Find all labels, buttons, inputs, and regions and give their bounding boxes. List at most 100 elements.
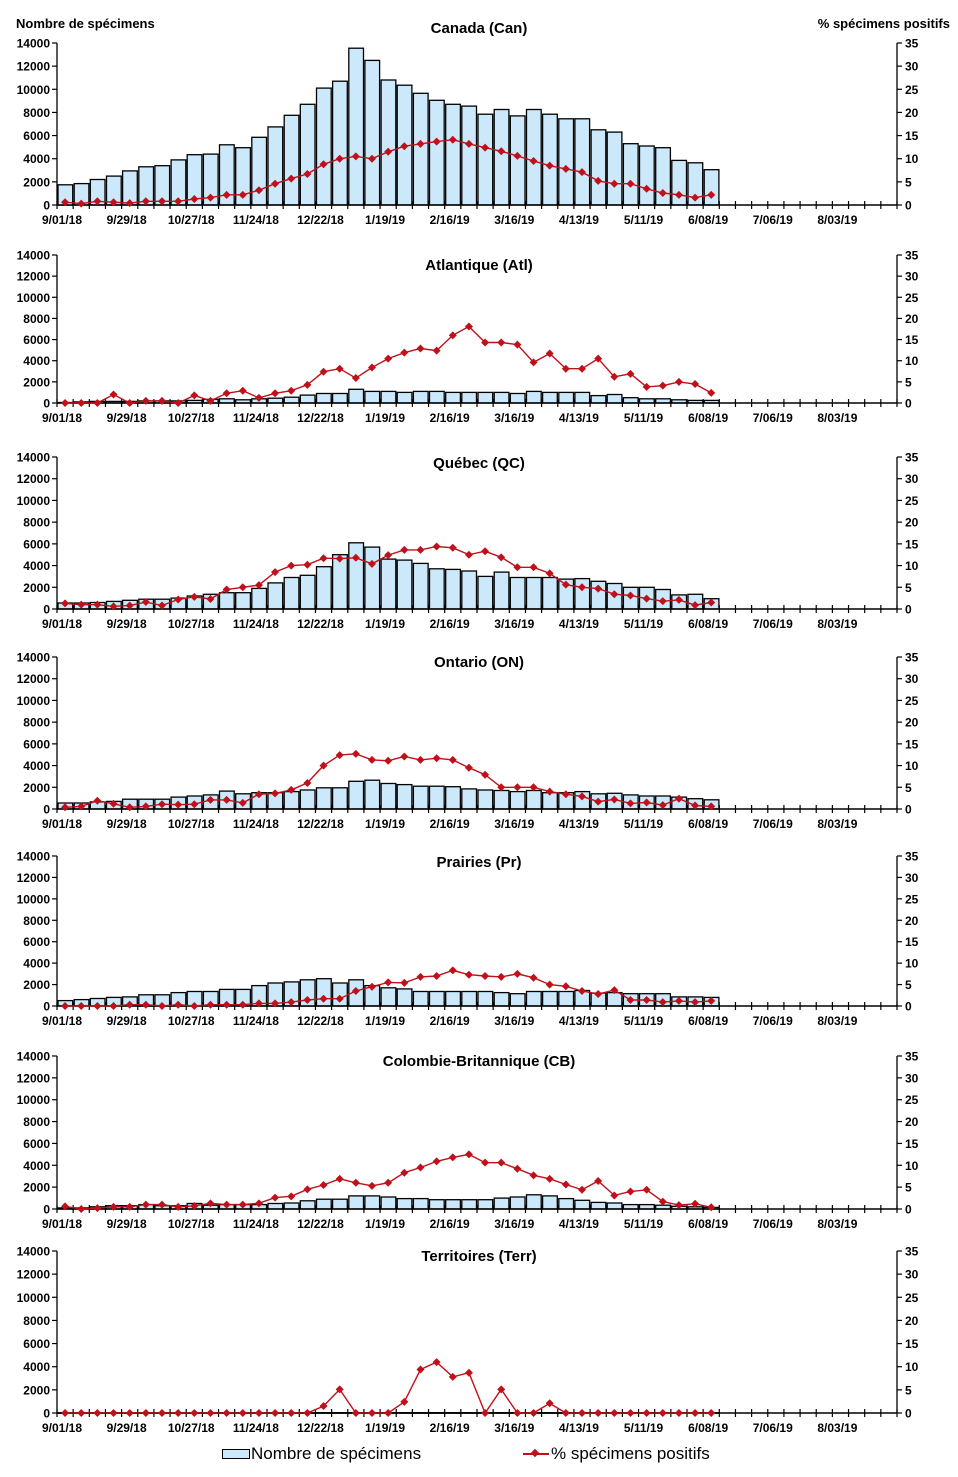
line-point xyxy=(658,801,667,810)
y-right-tick-label: 30 xyxy=(905,672,919,686)
x-tick-label: 9/01/18 xyxy=(42,1014,82,1028)
x-tick-label: 9/01/18 xyxy=(42,213,82,227)
line-point xyxy=(158,800,166,809)
x-tick-label: 3/16/19 xyxy=(494,1421,534,1435)
bar xyxy=(380,1196,397,1210)
line-point xyxy=(125,601,134,610)
y-right-tick-label: 25 xyxy=(905,892,919,906)
line-point xyxy=(513,340,522,349)
line-point xyxy=(642,184,651,193)
line-point xyxy=(545,1399,554,1408)
line-point xyxy=(125,1409,134,1417)
line-point xyxy=(319,761,328,770)
bar xyxy=(428,568,445,610)
line-point xyxy=(109,390,118,399)
y-left-tick-label: 14000 xyxy=(17,451,51,465)
line-point xyxy=(254,1199,263,1208)
bar xyxy=(283,790,300,810)
bar xyxy=(477,789,494,810)
y-left-tick-label: 10000 xyxy=(17,892,51,906)
line-point xyxy=(432,1157,441,1166)
x-tick-label: 11/24/18 xyxy=(233,1217,279,1231)
y-left-tick-label: 6000 xyxy=(23,333,50,347)
line-point xyxy=(513,563,522,572)
line-point xyxy=(335,1174,344,1183)
line-point xyxy=(529,973,538,982)
line-point xyxy=(61,1409,70,1417)
x-tick-label: 9/29/18 xyxy=(107,1217,147,1231)
chart-title: Québec (QC) xyxy=(433,455,525,472)
y-left-tick-label: 0 xyxy=(43,603,50,617)
bar xyxy=(590,129,607,206)
bar xyxy=(525,990,542,1007)
x-tick-label: 9/01/18 xyxy=(42,1217,82,1231)
line-point xyxy=(400,978,409,987)
bar xyxy=(445,786,462,810)
line-point xyxy=(351,374,360,383)
bar xyxy=(283,114,300,206)
bar xyxy=(380,558,397,610)
y-left-tick-label: 0 xyxy=(43,803,50,817)
line-point xyxy=(658,1197,667,1206)
line-point xyxy=(432,972,441,980)
line-point xyxy=(578,168,586,177)
y-right-tick-label: 5 xyxy=(905,581,912,595)
line-point xyxy=(61,399,70,407)
bar xyxy=(606,991,623,1007)
bar xyxy=(348,1195,365,1210)
line-point xyxy=(335,1385,344,1394)
line-point xyxy=(707,598,716,607)
bar xyxy=(525,390,542,404)
bar xyxy=(606,393,623,404)
line-point xyxy=(174,800,183,809)
line-point xyxy=(448,1153,457,1162)
line-point xyxy=(141,1409,150,1417)
x-tick-label: 10/27/18 xyxy=(168,817,215,831)
y-left-tick-label: 6000 xyxy=(23,935,50,949)
line-point xyxy=(529,1409,538,1417)
line-point xyxy=(561,580,570,589)
x-tick-label: 6/08/19 xyxy=(688,817,728,831)
y-left-tick-label: 8000 xyxy=(23,716,50,730)
y-left-tick-label: 4000 xyxy=(23,559,50,573)
line-point xyxy=(287,785,296,794)
line-point xyxy=(561,982,570,991)
line-point xyxy=(578,792,586,801)
bar xyxy=(283,396,300,404)
y-right-tick-label: 35 xyxy=(905,1245,919,1259)
bar xyxy=(541,990,558,1007)
line-point xyxy=(303,996,312,1004)
bar xyxy=(267,1202,284,1210)
line-point xyxy=(254,999,263,1008)
x-tick-label: 6/08/19 xyxy=(688,1421,728,1435)
y-right-tick-label: 35 xyxy=(905,651,919,665)
bar xyxy=(396,988,413,1007)
bar xyxy=(315,1198,332,1210)
line-point xyxy=(400,142,409,151)
legend-item-positive: % spécimens positifs xyxy=(523,1444,710,1464)
y-right-tick-label: 30 xyxy=(905,1071,919,1085)
y-right-tick-label: 0 xyxy=(905,397,912,411)
line-point xyxy=(707,1203,716,1212)
y-right-tick-label: 5 xyxy=(905,978,912,992)
y-left-tick-label: 0 xyxy=(43,1203,50,1217)
x-tick-label: 4/13/19 xyxy=(559,817,599,831)
line-point xyxy=(287,998,296,1007)
x-tick-label: 6/08/19 xyxy=(688,213,728,227)
bar xyxy=(267,582,284,610)
y-left-tick-label: 0 xyxy=(43,397,50,411)
line-point xyxy=(481,547,490,556)
bar xyxy=(574,1199,591,1210)
y-left-tick-label: 12000 xyxy=(17,871,51,885)
y-right-tick-label: 10 xyxy=(905,559,919,573)
line-point xyxy=(642,382,651,391)
bar xyxy=(428,785,445,810)
y-left-tick-label: 10000 xyxy=(17,694,51,708)
bar xyxy=(445,990,462,1007)
bar xyxy=(364,59,381,206)
line-point xyxy=(481,770,490,779)
line-point xyxy=(691,601,700,610)
bar xyxy=(493,391,510,404)
bar xyxy=(606,131,623,206)
legend-bar-swatch xyxy=(222,1449,250,1459)
